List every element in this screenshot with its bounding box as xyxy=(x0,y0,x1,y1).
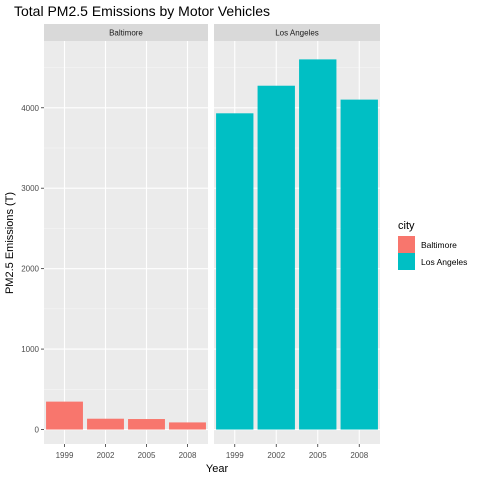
legend-swatch-los-angeles xyxy=(398,253,415,270)
bars-layer xyxy=(46,59,378,430)
bar-baltimore-2008 xyxy=(169,422,206,430)
bar-baltimore-1999 xyxy=(46,401,83,430)
axis-layer: 1999 2002 2005 2008 1999 2002 2005 2008 0 1000 200… xyxy=(21,104,368,460)
x-tick-label-los-angeles: 2002 xyxy=(267,451,285,460)
bar-los-angeles-2005 xyxy=(299,59,337,430)
bar-los-angeles-2008 xyxy=(340,99,378,430)
x-tick-label-baltimore: 1999 xyxy=(56,451,74,460)
y-tick-label: 2000 xyxy=(21,265,39,274)
legend-title: city xyxy=(398,220,415,232)
facet-panel-baltimore xyxy=(44,41,208,444)
legend-label-baltimore: Baltimore xyxy=(421,240,457,250)
bar-baltimore-2002 xyxy=(87,418,124,430)
facet-label-baltimore: Baltimore xyxy=(109,29,143,38)
legend-label-los-angeles: Los Angeles xyxy=(421,257,467,267)
y-tick-label: 1000 xyxy=(21,345,39,354)
bar-baltimore-2005 xyxy=(128,419,165,430)
x-tick-label-los-angeles: 2005 xyxy=(309,451,327,460)
bar-los-angeles-2002 xyxy=(257,85,295,430)
y-tick-label: 3000 xyxy=(21,184,39,193)
y-axis-title: PM2.5 Emissions (T) xyxy=(4,192,16,294)
x-tick-label-baltimore: 2002 xyxy=(97,451,115,460)
x-axis-title: Year xyxy=(206,463,229,475)
legend-swatch-baltimore xyxy=(398,236,415,253)
bar-los-angeles-1999 xyxy=(216,113,254,430)
x-tick-label-baltimore: 2008 xyxy=(179,451,197,460)
x-tick-label-los-angeles: 1999 xyxy=(226,451,244,460)
x-tick-label-los-angeles: 2008 xyxy=(350,451,368,460)
facet-strip-baltimore xyxy=(44,24,208,41)
y-tick-label: 0 xyxy=(35,426,40,435)
x-tick-label-baltimore: 2005 xyxy=(138,451,156,460)
facet-strip-los-angeles xyxy=(214,24,380,41)
facet-label-los-angeles: Los Angeles xyxy=(275,29,319,38)
y-tick-label: 4000 xyxy=(21,104,39,113)
chart-title: Total PM2.5 Emissions by Motor Vehicles xyxy=(14,3,270,19)
